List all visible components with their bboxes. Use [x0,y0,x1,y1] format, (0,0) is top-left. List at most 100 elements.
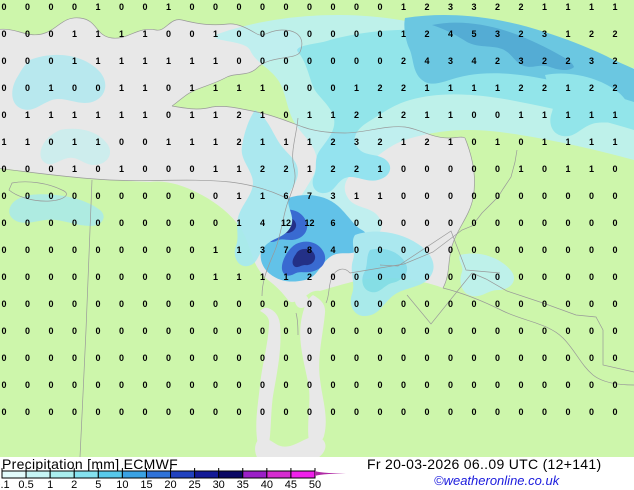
svg-text:0: 0 [589,218,594,228]
svg-text:0: 0 [119,326,124,336]
svg-text:1: 1 [401,137,406,147]
svg-text:0: 0 [95,164,100,174]
svg-text:0: 0 [119,137,124,147]
svg-text:0: 0 [119,218,124,228]
svg-text:1: 1 [213,164,218,174]
svg-text:0: 0 [283,299,288,309]
svg-text:0: 0 [424,299,429,309]
svg-text:0: 0 [542,164,547,174]
svg-text:1: 1 [283,272,288,282]
svg-text:1: 1 [565,2,570,12]
svg-text:0: 0 [1,380,6,390]
svg-text:1: 1 [260,83,265,93]
svg-text:0: 0 [495,245,500,255]
svg-text:1: 1 [589,2,594,12]
svg-text:1: 1 [72,29,77,39]
svg-text:1: 1 [565,110,570,120]
svg-text:2: 2 [354,110,359,120]
svg-text:3: 3 [330,191,335,201]
svg-text:0: 0 [25,2,30,12]
svg-text:0: 0 [119,245,124,255]
svg-text:2: 2 [565,56,570,66]
svg-text:0: 0 [166,353,171,363]
svg-text:0.5: 0.5 [18,479,33,490]
svg-text:0: 0 [95,380,100,390]
svg-text:2: 2 [377,137,382,147]
svg-text:1: 1 [448,110,453,120]
svg-text:0: 0 [448,164,453,174]
svg-text:4: 4 [424,56,429,66]
svg-text:0: 0 [565,407,570,417]
svg-text:0: 0 [48,299,53,309]
svg-text:0: 0 [330,326,335,336]
svg-text:0: 0 [612,380,617,390]
svg-text:0: 0 [142,218,147,228]
svg-text:0: 0 [142,245,147,255]
svg-text:2: 2 [589,83,594,93]
svg-text:2: 2 [495,2,500,12]
svg-text:0: 0 [142,272,147,282]
svg-text:0: 0 [330,272,335,282]
svg-text:0: 0 [330,299,335,309]
svg-text:0: 0 [377,56,382,66]
svg-text:0: 0 [448,380,453,390]
svg-text:0: 0 [401,191,406,201]
svg-text:0: 0 [424,326,429,336]
svg-text:0: 0 [424,245,429,255]
svg-text:0: 0 [189,299,194,309]
svg-text:0: 0 [213,218,218,228]
svg-text:0: 0 [48,164,53,174]
svg-text:0: 0 [589,380,594,390]
svg-text:0: 0 [166,110,171,120]
svg-text:2: 2 [236,110,241,120]
svg-text:0: 0 [72,272,77,282]
svg-text:0: 0 [283,2,288,12]
svg-text:0: 0 [471,380,476,390]
svg-text:0: 0 [495,353,500,363]
svg-text:0: 0 [283,56,288,66]
svg-text:0: 0 [354,380,359,390]
svg-text:12: 12 [281,218,291,228]
svg-text:0: 0 [424,164,429,174]
svg-text:3: 3 [542,29,547,39]
svg-text:7: 7 [307,191,312,201]
svg-text:1: 1 [401,29,406,39]
svg-text:0: 0 [401,326,406,336]
svg-text:0: 0 [354,56,359,66]
svg-text:0: 0 [377,407,382,417]
svg-text:0: 0 [471,137,476,147]
svg-text:0: 0 [1,353,6,363]
svg-text:1: 1 [495,137,500,147]
svg-text:0: 0 [95,191,100,201]
svg-text:0: 0 [166,83,171,93]
svg-text:1: 1 [142,29,147,39]
svg-text:1: 1 [260,137,265,147]
svg-text:0: 0 [189,245,194,255]
svg-text:0: 0 [589,299,594,309]
svg-text:0: 0 [142,299,147,309]
svg-text:0: 0 [565,218,570,228]
svg-text:0: 0 [377,326,382,336]
svg-text:1: 1 [589,164,594,174]
svg-text:1: 1 [119,83,124,93]
svg-text:0: 0 [142,2,147,12]
svg-text:0: 0 [495,110,500,120]
svg-text:0: 0 [166,245,171,255]
svg-text:1: 1 [72,137,77,147]
svg-text:0: 0 [48,56,53,66]
svg-text:1: 1 [166,2,171,12]
svg-text:0: 0 [48,137,53,147]
svg-text:0: 0 [495,272,500,282]
svg-text:0: 0 [589,407,594,417]
svg-text:0: 0 [1,326,6,336]
svg-text:12: 12 [304,218,314,228]
svg-text:1: 1 [236,245,241,255]
svg-text:0: 0 [495,218,500,228]
svg-text:1: 1 [448,83,453,93]
svg-text:0: 0 [25,272,30,282]
svg-text:0: 0 [72,299,77,309]
svg-text:0: 0 [72,353,77,363]
svg-text:4: 4 [448,29,453,39]
svg-text:1: 1 [565,137,570,147]
svg-text:0: 0 [612,245,617,255]
